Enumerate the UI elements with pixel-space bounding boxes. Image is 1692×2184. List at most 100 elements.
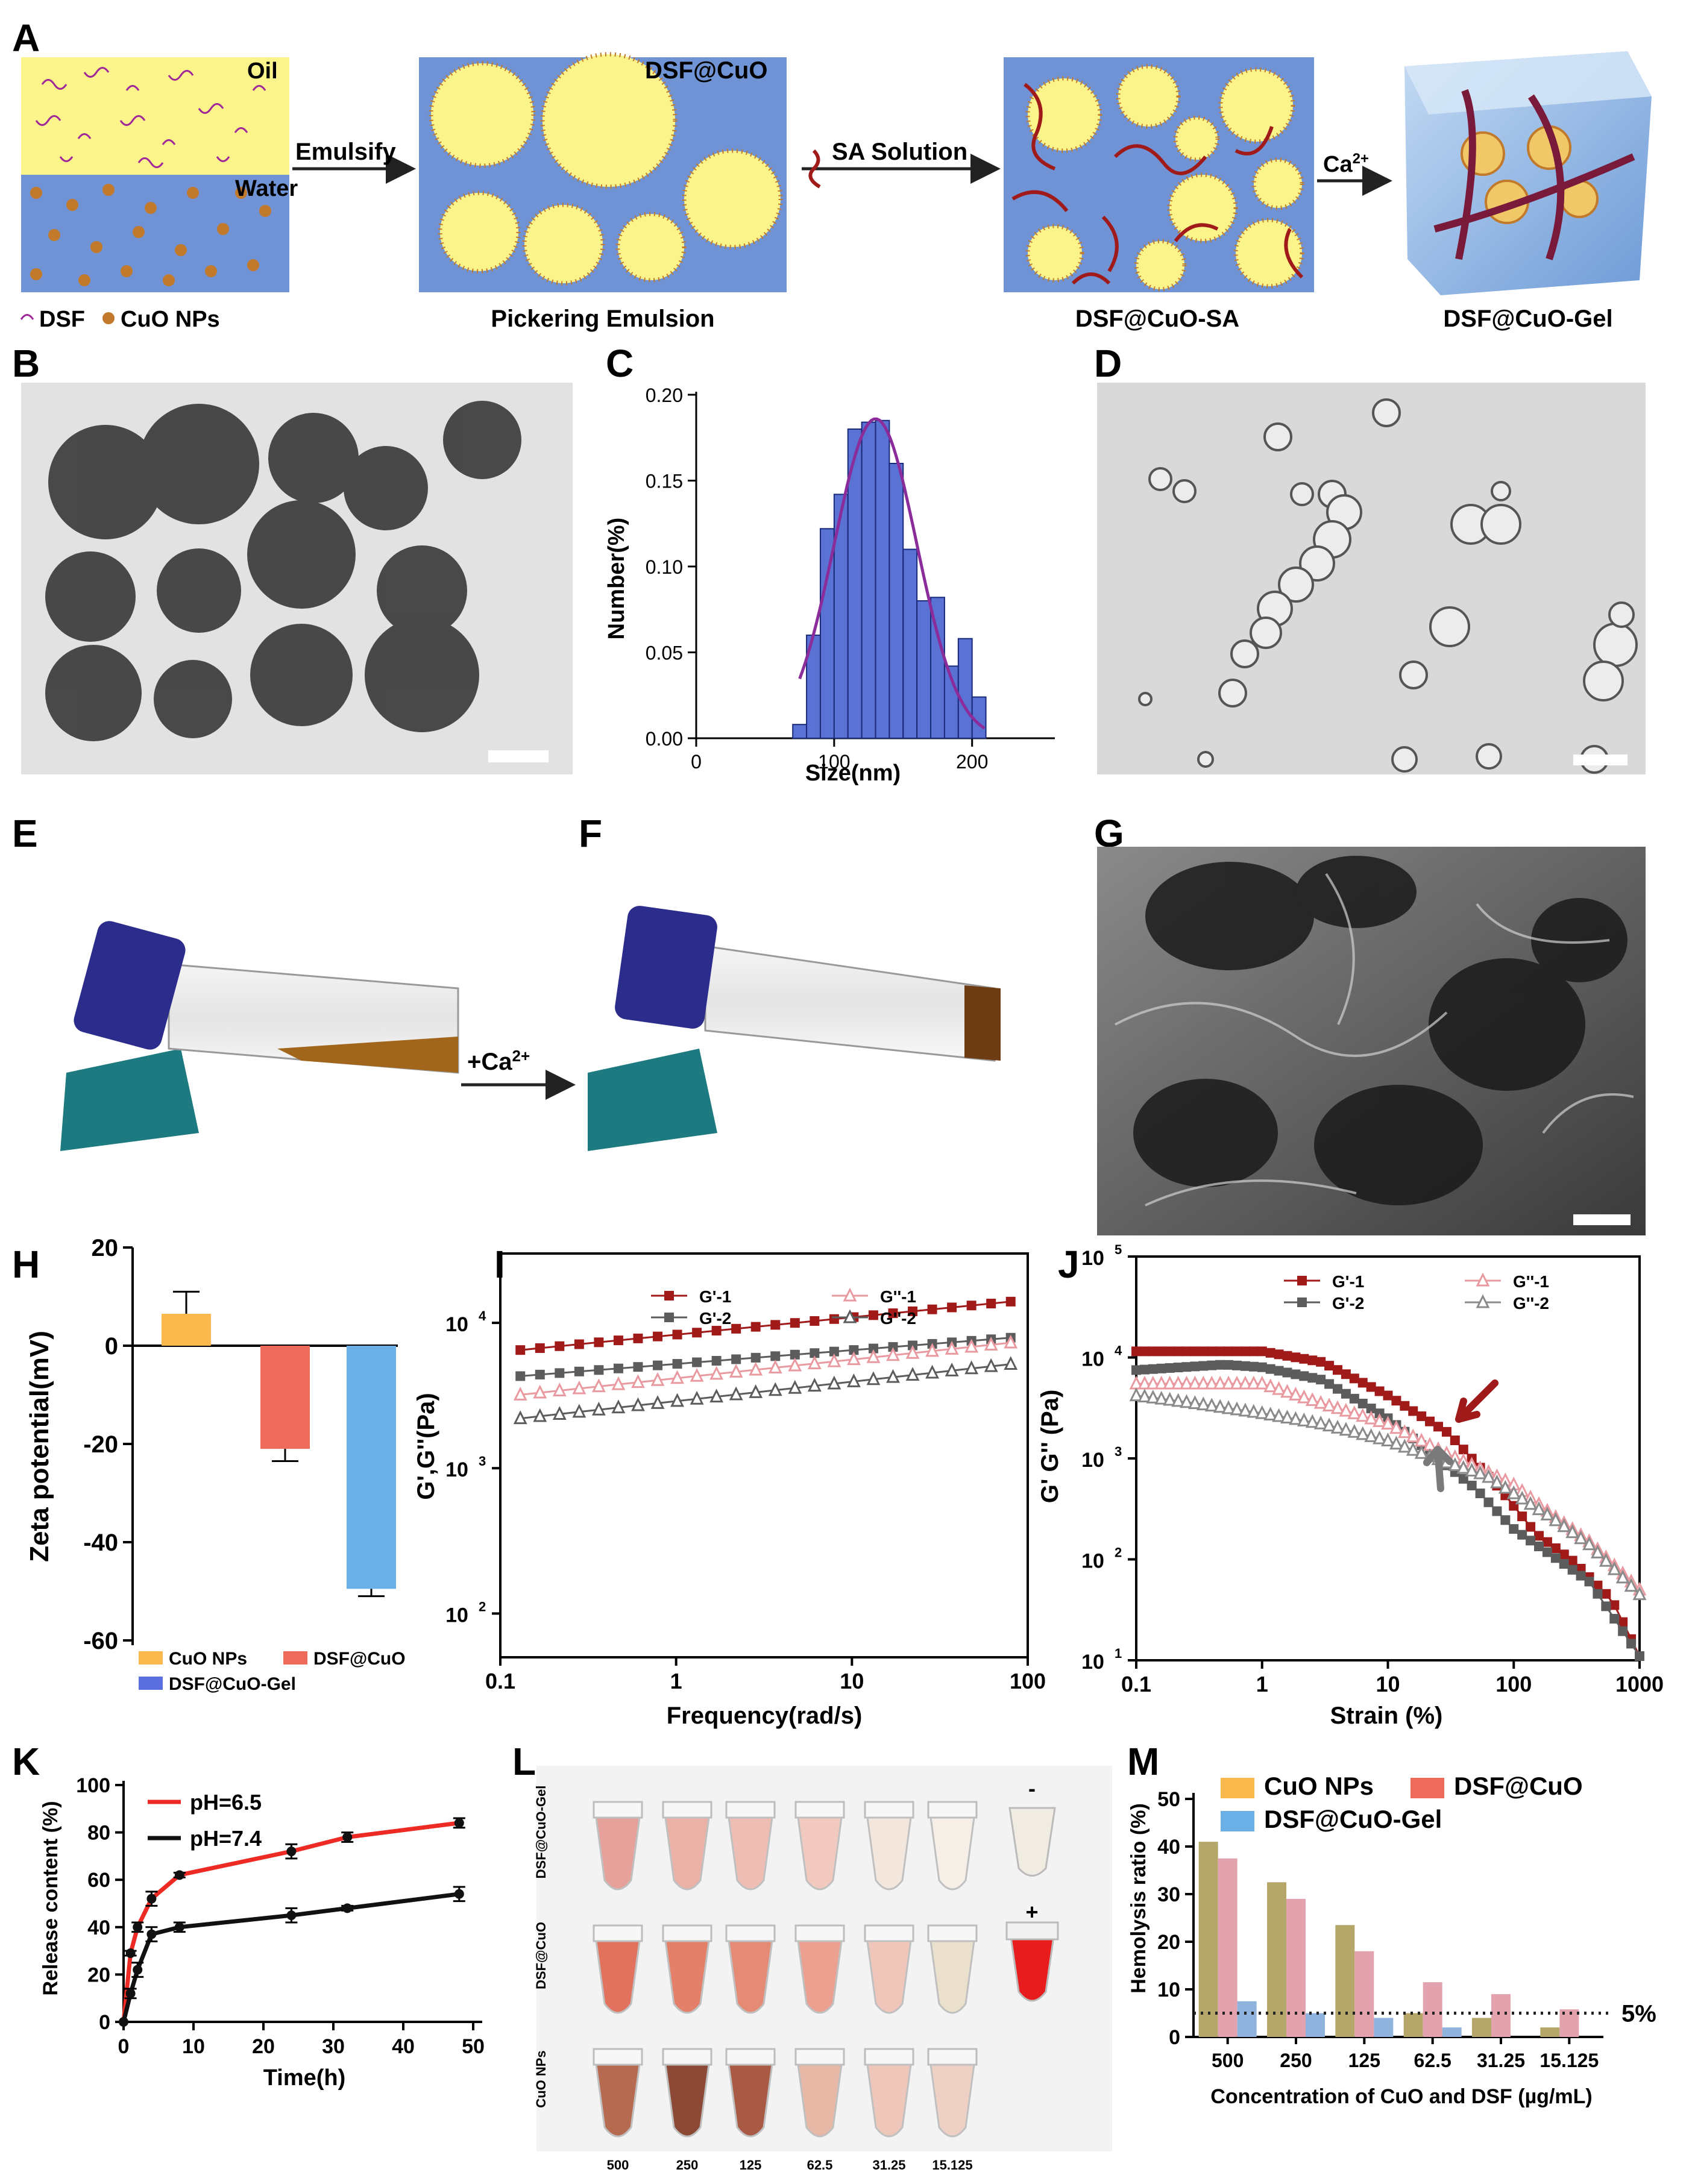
j-data-point [1506,1485,1521,1499]
i-data-point [613,1335,623,1346]
l-col-label: 250 [676,2157,699,2173]
i-data-point [711,1326,722,1336]
m-x-tick-label: 250 [1280,2050,1312,2071]
dsf-legend-label: DSF [39,307,85,332]
dsf-squiggles-oil [35,67,266,168]
i-data-point [810,1316,820,1326]
h-ylabel: Zeta potential(mV) [25,1331,54,1562]
l-tube [728,2063,773,2138]
m-bar [1237,2001,1257,2037]
i-x-ticks: 0.1 1 10 100 [485,1657,1046,1693]
h-y-tick-label: -40 [83,1530,118,1556]
panel-label-c: C [606,342,634,385]
j-data-point [1381,1432,1395,1446]
i-data-point [574,1339,584,1349]
i-data-point [572,1380,587,1395]
i-data-point [750,1322,761,1332]
l-tube-cap [794,1924,845,1942]
j-data-point [1498,1480,1512,1494]
j-data-point [1291,1352,1301,1363]
j-data-point [1567,1564,1577,1575]
panel-labels: A B C D E F G H I J K L M [12,16,1159,1783]
panel-label-f: F [579,812,602,855]
cuo-legend-icon [102,312,115,324]
k-x-tick-label: 20 [252,2035,275,2058]
j-series [1129,1346,1647,1662]
l-pos-tube [1005,1921,1059,2002]
j-data-point [1322,1398,1336,1411]
j-data-point [1280,1410,1294,1423]
i-data-point [925,1364,939,1379]
i-xlabel: Frequency(rad/s) [667,1702,863,1729]
water-label: Water [235,176,298,201]
c-bar [792,724,808,739]
l-tube-cap [864,2048,914,2066]
j-data-point [1324,1379,1335,1389]
k-y-ticks: 0 20 40 60 80 100 [76,1774,124,2034]
j-y-tick-label: 10 [1081,1651,1104,1674]
j-data-point [1599,1552,1613,1567]
j-data-point [1607,1561,1621,1575]
j-data-point [1156,1363,1166,1373]
j-legend-marker [1297,1276,1307,1285]
j-data-point [1299,1371,1309,1381]
ca-label-base: Ca [1323,152,1353,177]
k-data-point [174,1922,184,1932]
i-data-point [749,1384,763,1398]
k-data-point [174,1870,184,1880]
i-data-point [750,1352,761,1363]
i-data-point [790,1349,800,1360]
ca-addition-arrow: +Ca2+ [461,1047,576,1100]
j-data-point [1204,1375,1219,1390]
l-tubes [593,1801,978,2138]
j-data-point [1173,1346,1183,1357]
l-tube [664,1940,710,2014]
k-y-tick-label: 0 [99,2011,110,2034]
j-data-point [1347,1423,1362,1438]
j-data-point [1408,1406,1418,1416]
j-legend-label: G''-1 [1513,1272,1549,1291]
j-data-point [1618,1626,1628,1636]
l-tube-cap [725,2048,776,2066]
l-tube [797,1816,843,1891]
i-legend-label: G''-1 [880,1287,916,1306]
i-y-tick-label: 10 [445,1458,468,1481]
panel-label-a: A [12,16,40,60]
l-tube-cap [662,1801,712,1819]
m-bars [1198,1842,1579,2037]
l-tube-cap [794,2048,845,2066]
i-data-point [829,1346,839,1357]
m-y-tick-label: 50 [1157,1788,1180,1811]
i-data-point [513,1387,527,1401]
i-data-point [650,1372,665,1386]
i-data-point [947,1302,957,1313]
k-x-tick-label: 0 [118,2035,130,2058]
schematic-panel: Oil Water Emulsify DSF@CuO SA Solution [20,51,1652,332]
j-data-point [1291,1369,1301,1379]
j-data-point [1272,1381,1286,1395]
i-data-point [1005,1296,1016,1307]
j-data-point [1364,1410,1379,1425]
j-data-point [1397,1439,1412,1453]
i-data-point [1004,1334,1018,1349]
i-data-point [788,1357,802,1372]
ca-addition-label-base: +Ca [467,1049,512,1075]
panel-m-chart: Hemolysis ratio (%) 0 10 20 30 40 50 500 250 12… [1127,1772,1656,2108]
j-data-point [1230,1375,1244,1390]
c-bar [888,463,904,739]
l-col-label: 15.125 [932,2157,972,2173]
panel-label-l: L [512,1740,536,1783]
j-data-point [1139,1346,1149,1357]
i-legend-label: G'-2 [699,1309,731,1328]
k-xlabel: Time(h) [263,2065,346,2091]
i-data-point [966,1301,977,1311]
j-data-point [1215,1360,1225,1370]
i-data-point [670,1393,684,1407]
j-legend-label: G'-2 [1332,1294,1364,1313]
k-data-point [342,1903,353,1913]
j-data-point [1288,1411,1303,1425]
j-legend-label: G''-2 [1513,1294,1549,1313]
k-data-point [286,1847,297,1857]
j-data-point [1221,1400,1236,1414]
j-data-point [1341,1369,1351,1379]
